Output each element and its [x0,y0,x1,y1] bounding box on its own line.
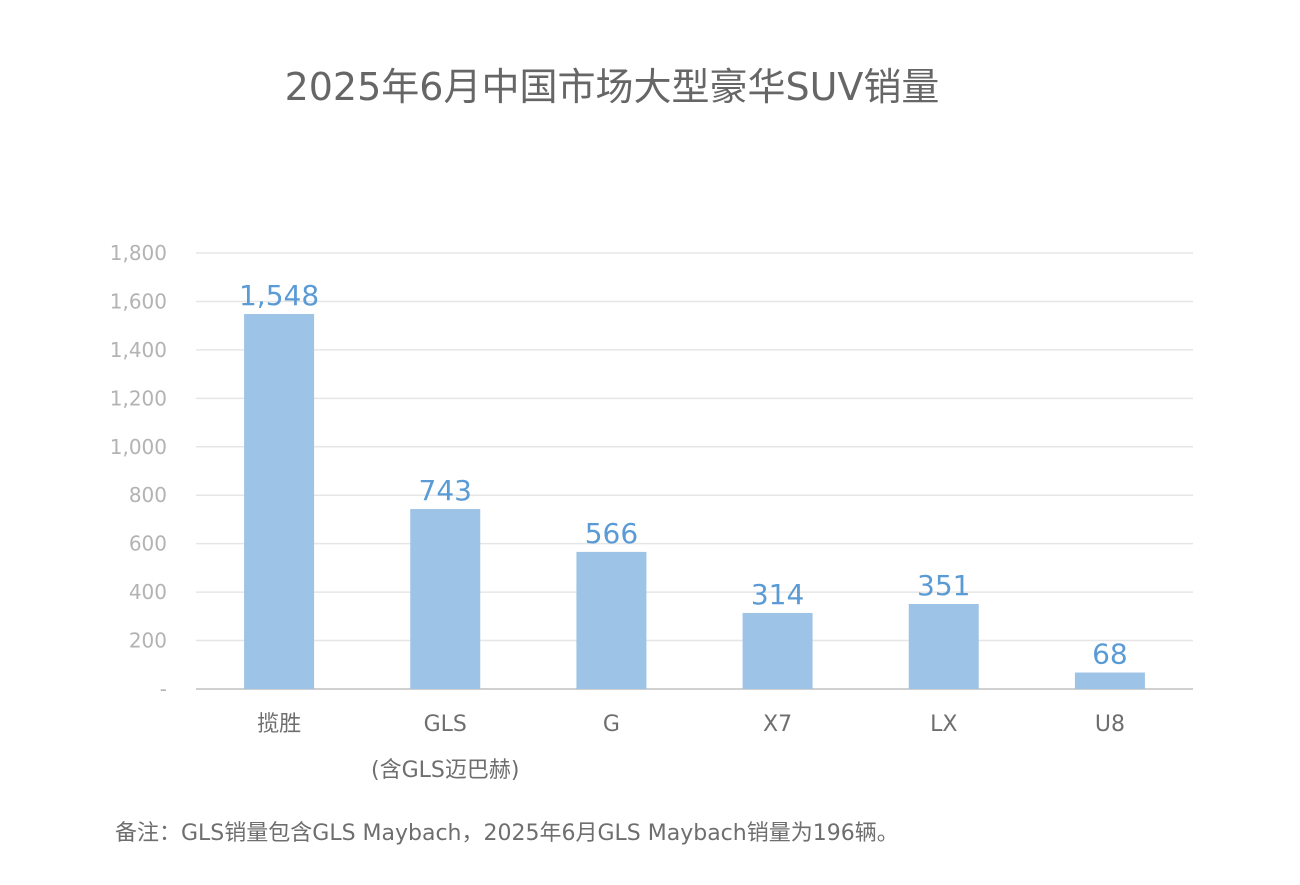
y-tick-label: 1,800 [110,241,167,265]
data-label: 351 [917,569,970,602]
data-label: 1,548 [239,279,319,312]
x-tick-sublabel: (含GLS迈巴赫) [371,758,519,783]
footnote: 备注：GLS销量包含GLS Maybach，2025年6月GLS Maybach… [115,821,899,846]
x-tick-label: GLS [424,712,467,737]
y-tick-label: 1,400 [110,338,167,362]
x-tick-label: U8 [1095,712,1125,737]
x-tick-label: LX [930,712,957,737]
bar [742,612,813,689]
bar [1074,672,1145,689]
y-tick-label: 200 [129,629,167,653]
y-tick-label: 1,200 [110,386,167,410]
x-tick-label: X7 [763,712,792,737]
bar [244,314,315,689]
data-label: 743 [419,474,472,507]
y-tick-label: 600 [129,532,167,556]
y-tick-label: - [160,677,167,701]
y-tick-label: 800 [129,483,167,507]
data-label: 314 [751,578,804,611]
data-label: 566 [585,517,638,550]
bar [410,509,481,689]
x-tick-label: G [603,712,620,737]
bar [576,551,647,689]
bar [908,603,979,689]
y-tick-label: 400 [129,580,167,604]
y-tick-label: 1,000 [110,435,167,459]
data-label: 68 [1092,638,1128,671]
x-tick-label: 揽胜 [257,712,301,737]
chart-title: 2025年6月中国市场大型豪华SUV销量 [284,65,940,109]
y-tick-label: 1,600 [110,289,167,313]
